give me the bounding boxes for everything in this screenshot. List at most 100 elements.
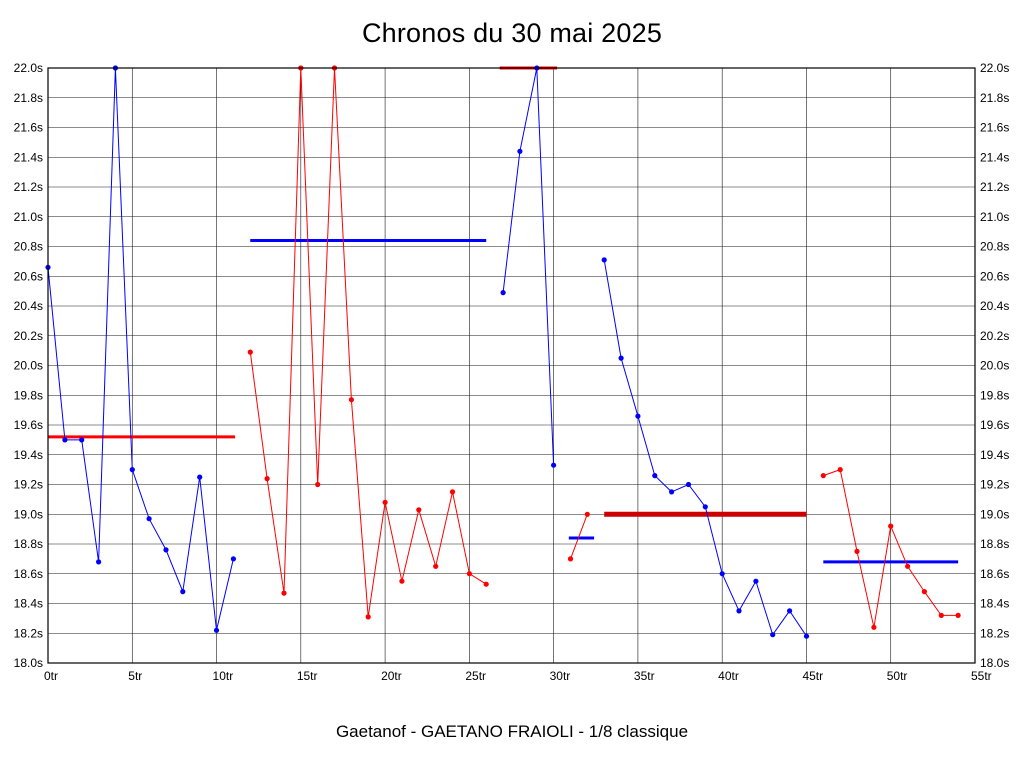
driver-caption: Gaetanof - GAETANO FRAIOLI - 1/8 classiq… [335,722,689,741]
data-point-run-1-laps-0-11 [213,627,220,633]
y-tick-label-right: 19.0s [980,507,1009,521]
y-tick-label-left: 19.0s [14,507,43,521]
y-tick-label-right: 18.6s [980,567,1009,581]
data-point-run-5-laps-33-45 [770,632,776,638]
y-tick-label-left: 19.2s [14,478,43,492]
data-point-run-2-laps-12-26 [264,476,270,482]
y-tick-label-left: 20.8s [14,240,43,254]
y-tick-label-right: 21.4s [980,150,1009,164]
y-tick-label-left: 19.4s [14,448,43,462]
x-tick-label: 5tr [128,669,142,683]
x-tick-label: 20tr [381,669,402,683]
data-point-run-6-laps-46-54 [955,612,961,619]
y-tick-label-left: 18.2s [14,626,43,640]
data-point-run-5-laps-33-45 [787,608,793,614]
y-tick-label-right: 19.6s [980,418,1009,432]
y-tick-label-left: 18.8s [14,537,43,551]
data-point-run-2-laps-12-26 [449,489,456,495]
x-tick-label: 55tr [971,669,992,683]
y-tick-label-left: 21.8s [14,91,43,105]
x-tick-label: 35tr [634,669,655,683]
y-tick-label-left: 19.8s [14,388,43,402]
data-point-run-1-laps-0-11 [180,589,186,595]
data-point-run-3-laps-27-30 [551,462,557,468]
y-tick-label-left: 21.4s [14,150,43,164]
data-point-run-2-laps-12-26 [281,590,287,596]
y-tick-label-right: 21.6s [980,121,1009,135]
y-tick-label-left: 20.6s [14,269,43,283]
y-tick-label-right: 18.2s [980,626,1009,640]
y-tick-label-left: 20.4s [14,299,43,313]
y-tick-label-right: 19.8s [980,388,1009,402]
y-tick-label-right: 18.0s [980,656,1009,670]
x-tick-label: 25tr [465,669,486,683]
y-tick-label-right: 20.8s [980,240,1009,254]
data-point-run-1-laps-0-11 [129,467,135,473]
data-point-run-5-laps-33-45 [601,257,607,263]
y-tick-label-right: 19.4s [980,448,1009,462]
data-point-run-1-laps-0-11 [79,437,85,443]
data-point-run-5-laps-33-45 [753,578,759,584]
chart-title: Chronos du 30 mai 2025 [361,18,663,48]
data-point-run-2-laps-12-26 [382,499,388,505]
data-point-run-2-laps-12-26 [348,397,354,403]
y-tick-label-right: 21.0s [980,210,1009,224]
data-point-run-2-laps-12-26 [315,481,321,488]
data-point-run-5-laps-33-45 [669,489,675,495]
data-point-run-5-laps-33-45 [702,504,708,510]
data-point-run-1-laps-0-11 [62,437,68,443]
data-point-run-1-laps-0-11 [163,547,169,553]
series-line-run-3-laps-27-30 [502,67,555,466]
y-tick-label-right: 20.4s [980,299,1009,313]
data-point-run-2-laps-12-26 [433,563,439,569]
data-point-run-6-laps-46-54 [905,563,911,569]
y-tick-label-right: 22.0s [980,61,1009,75]
data-point-run-2-laps-12-26 [466,571,472,577]
y-tick-label-right: 18.8s [980,537,1009,551]
y-tick-label-right: 21.2s [980,180,1009,194]
data-point-run-6-laps-46-54 [871,624,877,630]
y-tick-label-right: 18.4s [980,597,1009,611]
series-line-run-5-laps-33-45 [603,259,807,637]
plot-border [47,67,976,664]
data-point-run-2-laps-12-26 [365,614,371,620]
data-point-run-1-laps-0-11 [146,516,152,522]
data-point-run-6-laps-46-54 [888,523,894,529]
y-tick-label-left: 18.0s [14,656,43,670]
data-point-run-2-laps-12-26 [399,578,405,584]
x-tick-label: 15tr [297,669,318,683]
data-point-run-5-laps-33-45 [803,633,810,639]
data-point-run-5-laps-33-45 [719,571,725,577]
y-tick-label-left: 18.4s [14,597,43,611]
x-tick-label: 50tr [887,669,908,683]
series-line-run-1-laps-0-11 [47,67,234,631]
x-tick-label: 0tr [44,669,58,683]
data-point-run-3-laps-27-30 [500,290,506,296]
y-tick-label-left: 21.0s [14,210,43,224]
y-tick-label-right: 21.8s [980,91,1009,105]
y-tick-label-left: 20.0s [14,359,43,373]
x-tick-label: 10tr [213,669,234,683]
data-point-run-5-laps-33-45 [635,413,641,419]
data-point-run-6-laps-46-54 [854,548,860,555]
x-tick-label: 45tr [802,669,823,683]
data-point-run-6-laps-46-54 [938,612,944,619]
data-point-run-4-laps-31-32 [567,556,574,562]
y-tick-label-left: 20.2s [14,329,43,343]
data-point-run-5-laps-33-45 [685,481,692,488]
y-tick-label-right: 19.2s [980,478,1009,492]
x-tick-label: 30tr [550,669,571,683]
y-tick-label-right: 20.6s [980,269,1009,283]
y-tick-label-left: 21.2s [14,180,43,194]
data-point-run-6-laps-46-54 [820,473,826,479]
data-point-run-5-laps-33-45 [618,355,624,361]
data-point-run-1-laps-0-11 [197,474,203,480]
y-tick-label-right: 20.2s [980,329,1009,343]
data-point-run-1-laps-0-11 [96,559,102,565]
series-line-run-2-laps-12-26 [249,67,487,617]
y-tick-label-left: 18.6s [14,567,43,581]
data-point-run-2-laps-12-26 [416,507,422,513]
data-point-run-6-laps-46-54 [837,467,843,473]
data-point-run-4-laps-31-32 [584,511,590,517]
